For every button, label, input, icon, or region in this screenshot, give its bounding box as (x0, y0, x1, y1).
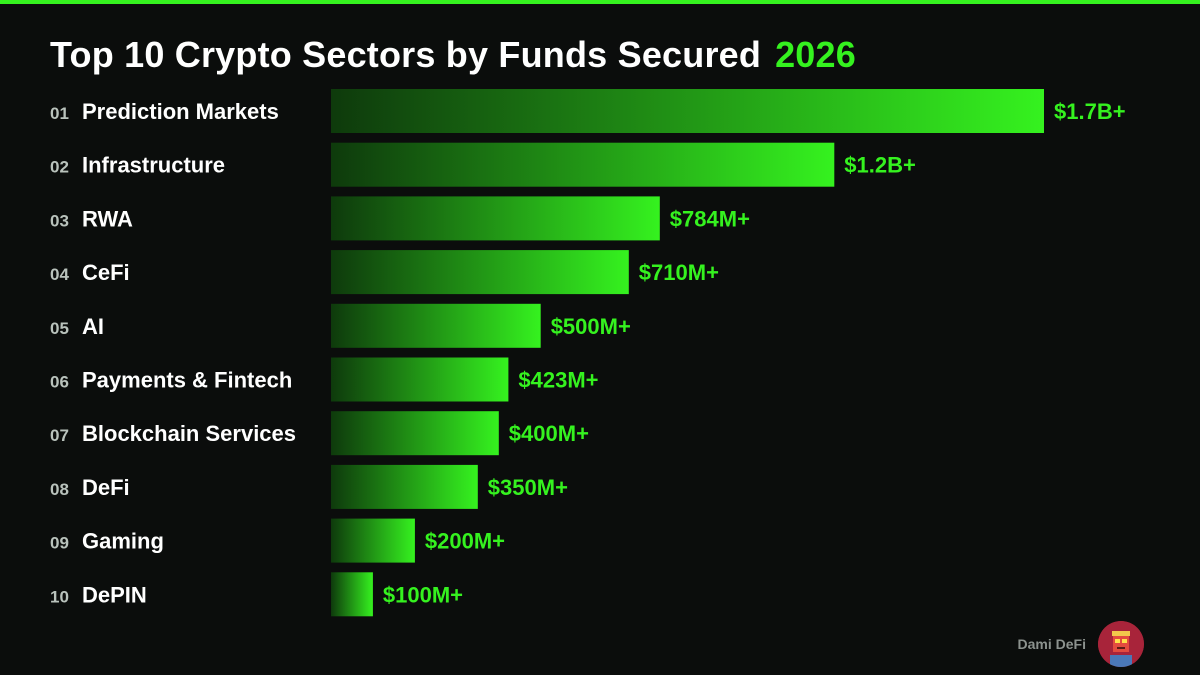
rank-label: 04 (50, 265, 69, 284)
chart-title-year: 2026 (775, 34, 856, 75)
category-label: Payments & Fintech (82, 368, 292, 393)
watermark: Dami DeFi (1018, 621, 1144, 667)
rank-label: 07 (50, 426, 69, 445)
brand-name: Dami DeFi (1017, 636, 1086, 652)
rank-label: 05 (50, 319, 69, 338)
rank-label: 09 (50, 534, 69, 553)
value-label: $400M+ (509, 421, 589, 446)
robot-avatar-icon (1098, 621, 1144, 667)
rank-label: 08 (50, 480, 69, 499)
bar (331, 196, 660, 241)
value-label: $200M+ (425, 529, 505, 554)
bar (331, 303, 541, 348)
bar (331, 357, 509, 402)
value-label: $1.7B+ (1054, 99, 1126, 124)
chart-title: Top 10 Crypto Sectors by Funds Secured 20… (50, 32, 856, 78)
bar (331, 572, 373, 617)
chart-title-text: Top 10 Crypto Sectors by Funds Secured (50, 34, 762, 75)
value-label: $350M+ (488, 475, 568, 500)
rank-label: 10 (50, 587, 69, 606)
value-label: $784M+ (670, 206, 750, 231)
category-label: RWA (82, 206, 133, 231)
value-label: $1.2B+ (844, 153, 916, 178)
category-label: AI (82, 314, 104, 339)
bar (331, 464, 478, 509)
category-label: Blockchain Services (82, 421, 296, 446)
rank-label: 06 (50, 373, 69, 392)
bar (331, 518, 415, 563)
category-label: Infrastructure (82, 153, 225, 178)
bar (331, 89, 1044, 133)
category-label: DeFi (82, 475, 130, 500)
value-label: $710M+ (639, 260, 719, 285)
category-label: Gaming (82, 529, 164, 554)
rank-label: 01 (50, 104, 69, 123)
bar (331, 411, 499, 456)
rank-label: 03 (50, 211, 69, 230)
chart-rows: 01 Prediction Markets $1.7B+ 02 Infrastructu… (50, 89, 1126, 617)
category-label: Prediction Markets (82, 99, 279, 124)
rank-label: 02 (50, 158, 69, 177)
value-label: $423M+ (518, 368, 598, 393)
bar (331, 250, 629, 295)
bar (331, 142, 835, 187)
value-label: $500M+ (551, 314, 631, 339)
category-label: DePIN (82, 582, 147, 607)
value-label: $100M+ (383, 582, 463, 607)
category-label: CeFi (82, 260, 130, 285)
bar-chart: 01 Prediction Markets $1.7B+ 02 Infrastructu… (50, 89, 1126, 617)
top-accent-rule (0, 0, 1200, 4)
